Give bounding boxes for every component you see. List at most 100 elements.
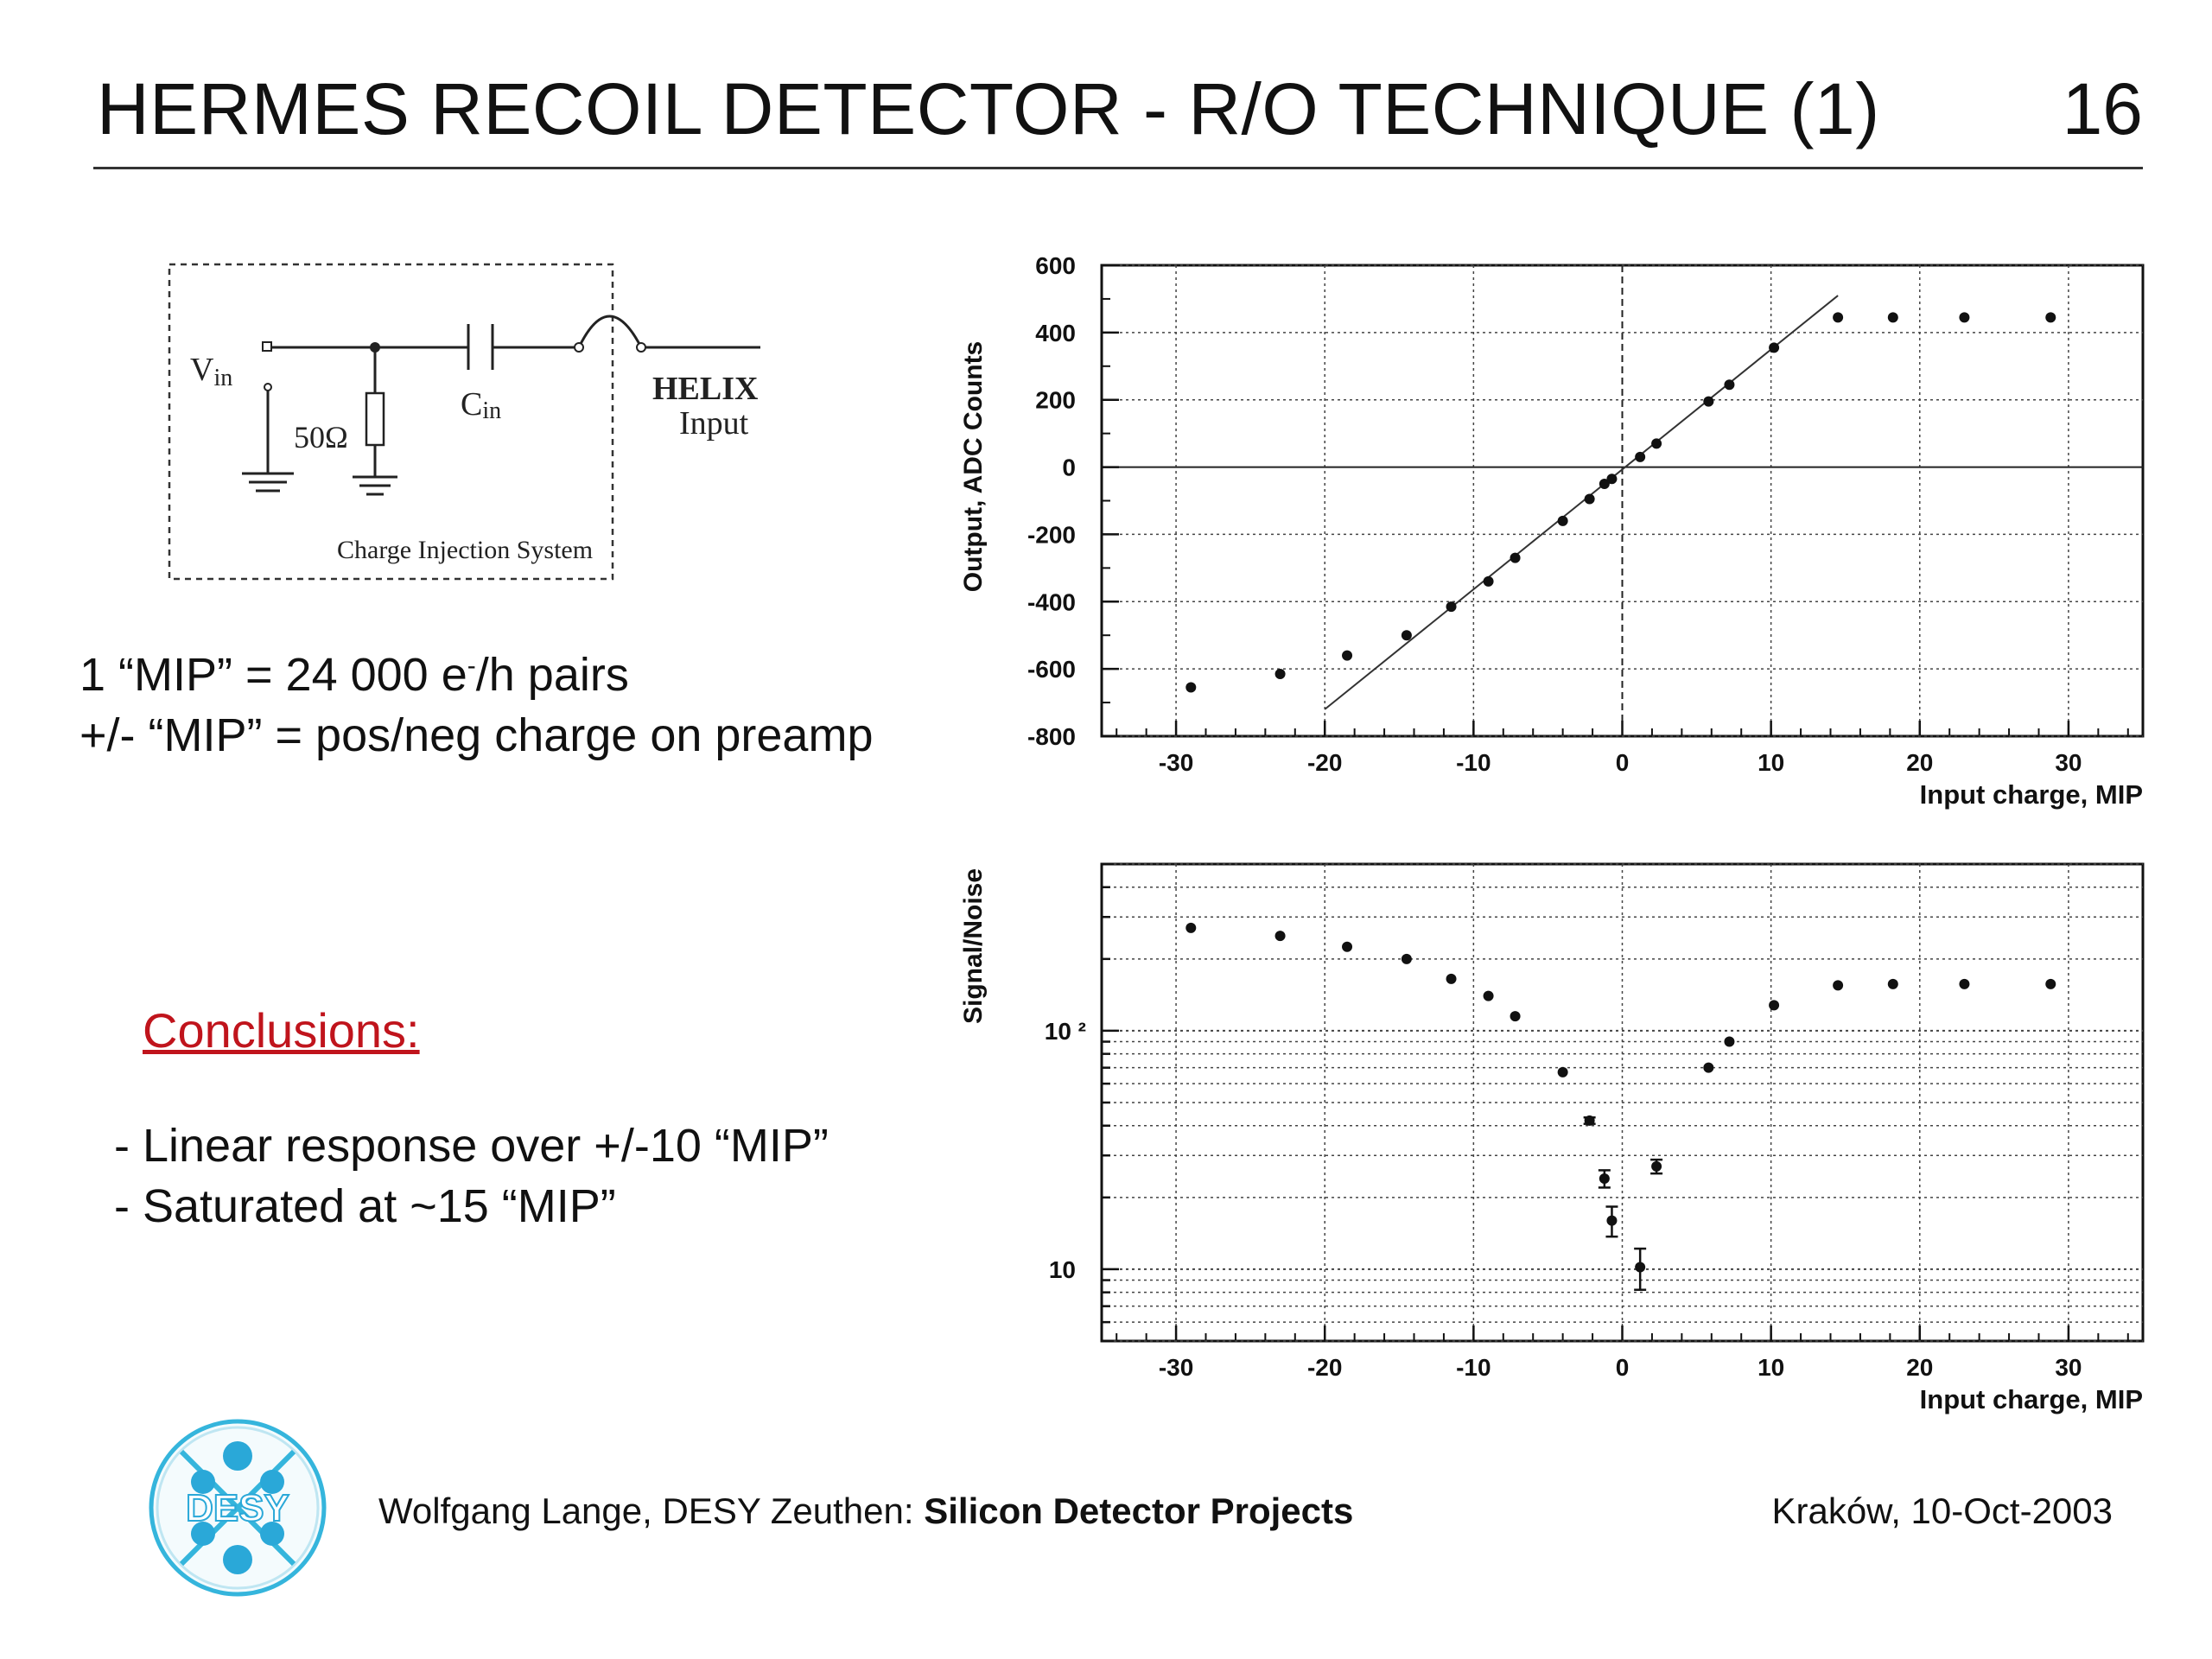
data-point: [1651, 1160, 1662, 1172]
vin-subscript: in: [213, 365, 232, 391]
data-point: [1342, 941, 1353, 952]
data-point: [1606, 474, 1618, 485]
conclusion-item: - Saturated at ~15 “MIP”: [114, 1180, 616, 1232]
arc-node-right: [636, 342, 646, 353]
footer-author: Wolfgang Lange, DESY Zeuthen: Silicon De…: [378, 1491, 1353, 1532]
data-point: [2045, 978, 2056, 989]
chart2-xlabel: Input charge, MIP: [1920, 1384, 2143, 1414]
mip-definition-post: /h pairs: [475, 649, 629, 701]
conclusions-heading: Conclusions:: [143, 1003, 420, 1058]
data-point: [1274, 931, 1286, 942]
page-number: 16: [2062, 68, 2143, 149]
svg-text:Cin: Cin: [461, 386, 501, 424]
y-tick-label: 0: [1062, 454, 1076, 481]
footer-project: Silicon Detector Projects: [924, 1491, 1354, 1531]
data-point: [1274, 668, 1286, 679]
y-tick-label: -400: [1027, 588, 1076, 615]
mip-sign-note: +/- “MIP” = pos/neg charge on preamp: [79, 709, 874, 761]
data-point: [1557, 1066, 1568, 1077]
resistor-label: 50Ω: [294, 420, 348, 454]
data-point: [1557, 515, 1568, 526]
chart1-ylabel: Output, ADC Counts: [959, 341, 988, 593]
data-point: [1510, 1011, 1521, 1022]
circuit-caption: Charge Injection System: [337, 536, 593, 564]
vin-ground-terminal: [264, 383, 272, 391]
data-point: [1651, 438, 1662, 449]
x-tick-label: 0: [1616, 1354, 1630, 1381]
y-tick-label: 200: [1035, 387, 1076, 414]
vin-terminal: [262, 341, 272, 352]
helix-label: HELIX: [652, 371, 758, 407]
x-tick-label: -10: [1456, 749, 1491, 776]
data-point: [1833, 312, 1844, 323]
y-tick-label: 10: [1049, 1256, 1076, 1283]
signal-noise-chart: Signal/Noise Input charge, MIP -30 -20 -10…: [959, 862, 2145, 1414]
mip-definition: 1 “MIP” = 24 000 e-/h pairs: [79, 648, 629, 702]
y-tick-label: 10 ²: [1045, 1018, 1086, 1045]
y-tick-label: 400: [1035, 320, 1076, 346]
footer-place-date: Kraków, 10-Oct-2003: [1771, 1491, 2113, 1531]
data-point: [1342, 650, 1353, 661]
x-tick-label: -10: [1456, 1354, 1491, 1381]
x-tick-label: -30: [1159, 749, 1193, 776]
data-point: [1446, 973, 1457, 984]
footer-author-name: Wolfgang Lange, DESY Zeuthen:: [378, 1491, 925, 1531]
desy-logo: DESY: [149, 1419, 327, 1597]
data-point: [1887, 978, 1898, 989]
data-point: [1887, 312, 1898, 323]
conclusion-item: - Linear response over +/-10 “MIP”: [114, 1120, 829, 1172]
data-point: [1185, 682, 1197, 693]
data-point: [1599, 479, 1610, 490]
y-tick-label: -200: [1027, 521, 1076, 548]
data-point: [1401, 953, 1412, 964]
title-divider: [93, 167, 2143, 169]
helix-input-label: Input: [679, 405, 749, 442]
data-point: [2045, 312, 2056, 323]
x-tick-label: 20: [1906, 1354, 1933, 1381]
data-point: [1446, 601, 1457, 613]
x-tick-label: 0: [1616, 749, 1630, 776]
x-tick-label: 10: [1758, 1354, 1784, 1381]
y-tick-label: -800: [1027, 723, 1076, 750]
vin-label: V: [190, 352, 214, 388]
data-point: [1635, 451, 1646, 462]
data-point: [1769, 1000, 1780, 1011]
y-tick-label: -600: [1027, 656, 1076, 683]
slide-title: HERMES RECOIL DETECTOR - R/O TECHNIQUE (…: [97, 68, 1880, 149]
x-tick-label: -20: [1307, 1354, 1342, 1381]
x-tick-label: 30: [2055, 749, 2082, 776]
data-point: [1483, 575, 1494, 587]
chart2-ylabel: Signal/Noise: [959, 868, 988, 1024]
mip-definition-sup: -: [467, 652, 476, 680]
x-tick-label: -20: [1307, 749, 1342, 776]
adc-response-chart: Output, ADC Counts Input charge, MIP -30…: [959, 252, 2145, 810]
circuit-node: [370, 342, 380, 353]
x-tick-label: -30: [1159, 1354, 1193, 1381]
data-point: [1510, 552, 1521, 563]
cap-subscript: in: [482, 397, 501, 424]
mip-definition-pre: 1 “MIP” = 24 000 e: [79, 649, 467, 701]
data-point: [1959, 978, 1970, 989]
data-point: [1483, 990, 1494, 1001]
data-point: [1401, 630, 1412, 641]
linear-fit-line: [1324, 295, 1839, 710]
data-point: [1584, 493, 1595, 505]
desy-logo-text: DESY: [186, 1487, 289, 1529]
circuit-dashed-frame: [168, 263, 614, 581]
data-point: [1599, 1173, 1610, 1184]
data-point: [1584, 1115, 1595, 1126]
x-tick-label: 20: [1906, 749, 1933, 776]
cap-label: C: [461, 386, 482, 423]
svg-text:Vin: Vin: [190, 352, 232, 391]
data-point: [1769, 342, 1780, 353]
plot-frame: [1100, 264, 2145, 738]
data-point: [1959, 312, 1970, 323]
helix-bond-arc: [577, 315, 643, 348]
data-point: [1635, 1262, 1646, 1273]
data-point: [1185, 922, 1197, 933]
data-point: [1724, 1036, 1735, 1047]
charge-injection-circuit: Vin 50Ω Cin HELIX Input Charge Injection…: [168, 263, 760, 581]
data-point: [1703, 396, 1714, 407]
y-tick-label: 600: [1035, 252, 1076, 279]
data-point: [1606, 1215, 1618, 1226]
